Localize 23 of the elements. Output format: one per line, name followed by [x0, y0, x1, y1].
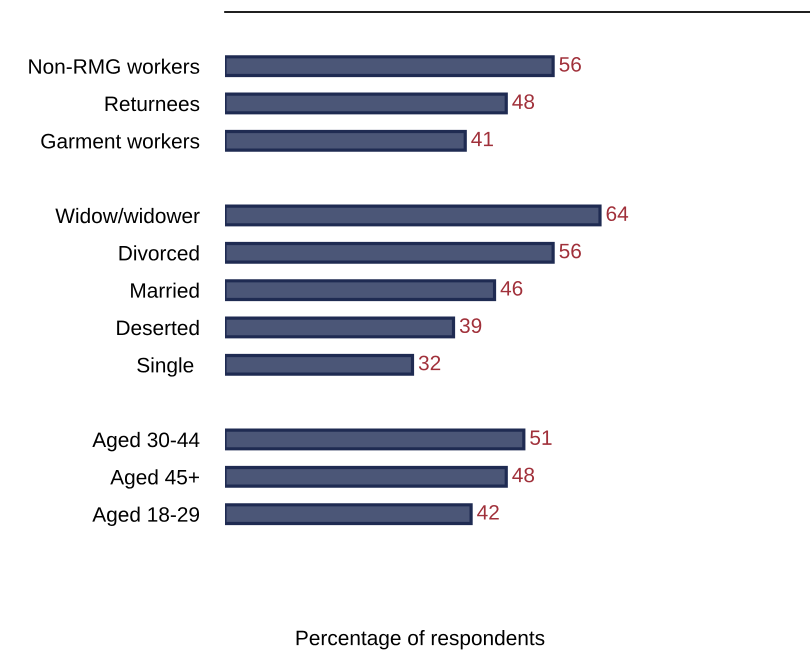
y-tick-label: Aged 45+ [110, 469, 199, 489]
data-label: 41 [471, 132, 493, 146]
y-tick-label: Aged 30-44 [92, 432, 200, 452]
y-tick-label: Married [131, 282, 199, 298]
data-label: 46 [500, 280, 522, 296]
data-label: 51 [530, 430, 552, 446]
x-axis-title: Percentage of respondents [296, 630, 544, 650]
data-label: 56 [560, 56, 581, 72]
y-tick-label: Widow/widower [55, 208, 200, 224]
data-label: 32 [418, 356, 440, 370]
data-label: 48 [512, 468, 534, 482]
data-label: 56 [560, 244, 581, 258]
data-label: 48 [512, 94, 534, 110]
y-tick-label: Single [137, 357, 194, 377]
y-tick-label: Aged 18-29 [92, 506, 200, 526]
data-label: 42 [477, 504, 499, 520]
y-tick-label: Deserted [117, 320, 199, 336]
data-label: 39 [460, 318, 482, 334]
y-tick-label: Divorced [120, 245, 199, 261]
y-tick-label: Non-RMG workers [29, 58, 200, 74]
data-label: 64 [606, 206, 628, 222]
y-tick-label: Garment workers [41, 133, 200, 149]
y-tick-label: Returnees [106, 96, 200, 112]
